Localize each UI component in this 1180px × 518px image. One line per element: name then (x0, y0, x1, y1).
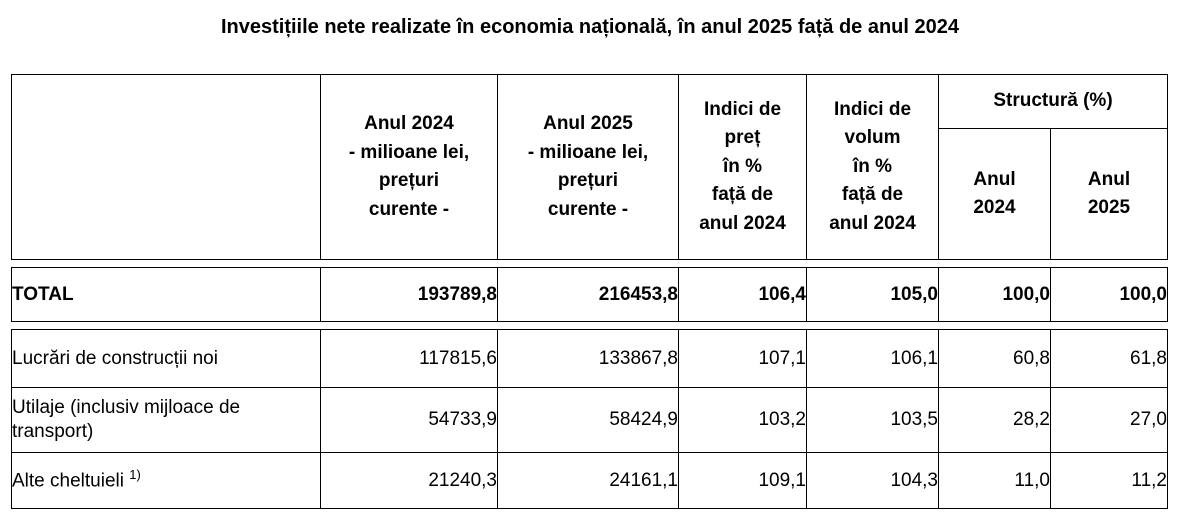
cell-alte-structura-2024: 11,0 (938, 452, 1051, 509)
cell-lucrari-anul-2025: 133867,8 (497, 329, 679, 388)
header-structura-anul-2025: Anul 2025 (1049, 128, 1169, 260)
table-row-lucrari: Lucrări de construcții noi 117815,6 1338… (11, 329, 1168, 388)
header-indici-volum: Indici de volum în % față de anul 2024 (806, 74, 939, 260)
cell-total-structura-2024: 100,0 (938, 267, 1051, 322)
cell-utilaje-indici-pret: 103,2 (678, 387, 807, 453)
cell-total-structura-2025: 100,0 (1050, 267, 1168, 322)
cell-alte-indici-pret: 109,1 (678, 452, 807, 509)
page-title: Investițiile nete realizate în economia … (220, 16, 960, 38)
cell-utilaje-structura-2025: 27,0 (1050, 387, 1168, 453)
cell-utilaje-structura-2024: 28,2 (938, 387, 1051, 453)
cell-total-anul-2024: 193789,8 (320, 267, 498, 322)
header-anul-2024-milioane: Anul 2024 - milioane lei, prețuri curent… (320, 74, 498, 260)
cell-utilaje-anul-2025: 58424,9 (497, 387, 679, 453)
row-label-alte-cheltuieli: Alte cheltuieli 1) (11, 452, 321, 509)
header-row-label-cell (11, 74, 321, 260)
row-label-total: TOTAL (11, 267, 321, 322)
table-total-block: TOTAL 193789,8 216453,8 106,4 105,0 100,… (11, 267, 1168, 322)
row-label-utilaje: Utilaje (inclusiv mijloace de transport) (11, 387, 321, 453)
cell-lucrari-structura-2025: 61,8 (1050, 329, 1168, 388)
row-label-text: Alte cheltuieli (12, 470, 124, 492)
cell-lucrari-structura-2024: 60,8 (938, 329, 1051, 388)
investments-table: Anul 2024 - milioane lei, prețuri curent… (11, 74, 1169, 509)
footnote-marker: 1) (129, 467, 141, 483)
table-row-alte-cheltuieli: Alte cheltuieli 1) 21240,3 24161,1 109,1… (11, 452, 1168, 509)
row-label-lucrari: Lucrări de construcții noi (11, 329, 321, 388)
cell-lucrari-anul-2024: 117815,6 (320, 329, 498, 388)
cell-total-anul-2025: 216453,8 (497, 267, 679, 322)
header-indici-pret: Indici de preț în % față de anul 2024 (678, 74, 807, 260)
header-structura-anul-2024: Anul 2024 (938, 128, 1051, 260)
table-detail-block: Lucrări de construcții noi 117815,6 1338… (11, 329, 1168, 509)
cell-lucrari-indici-volum: 106,1 (806, 329, 939, 388)
cell-alte-anul-2024: 21240,3 (320, 452, 498, 509)
cell-utilaje-indici-volum: 103,5 (806, 387, 939, 453)
cell-total-indici-volum: 105,0 (806, 267, 939, 322)
table-row-utilaje: Utilaje (inclusiv mijloace de transport)… (11, 387, 1168, 453)
cell-lucrari-indici-pret: 107,1 (678, 329, 807, 388)
table-header-block: Anul 2024 - milioane lei, prețuri curent… (11, 74, 1169, 260)
table-row-total: TOTAL 193789,8 216453,8 106,4 105,0 100,… (11, 267, 1168, 322)
cell-total-indici-pret: 106,4 (678, 267, 807, 322)
cell-alte-structura-2025: 11,2 (1050, 452, 1168, 509)
header-anul-2025-milioane: Anul 2025 - milioane lei, prețuri curent… (497, 74, 679, 260)
cell-alte-anul-2025: 24161,1 (497, 452, 679, 509)
cell-utilaje-anul-2024: 54733,9 (320, 387, 498, 453)
header-structura-group: Structură (%) (937, 74, 1169, 129)
cell-alte-indici-volum: 104,3 (806, 452, 939, 509)
